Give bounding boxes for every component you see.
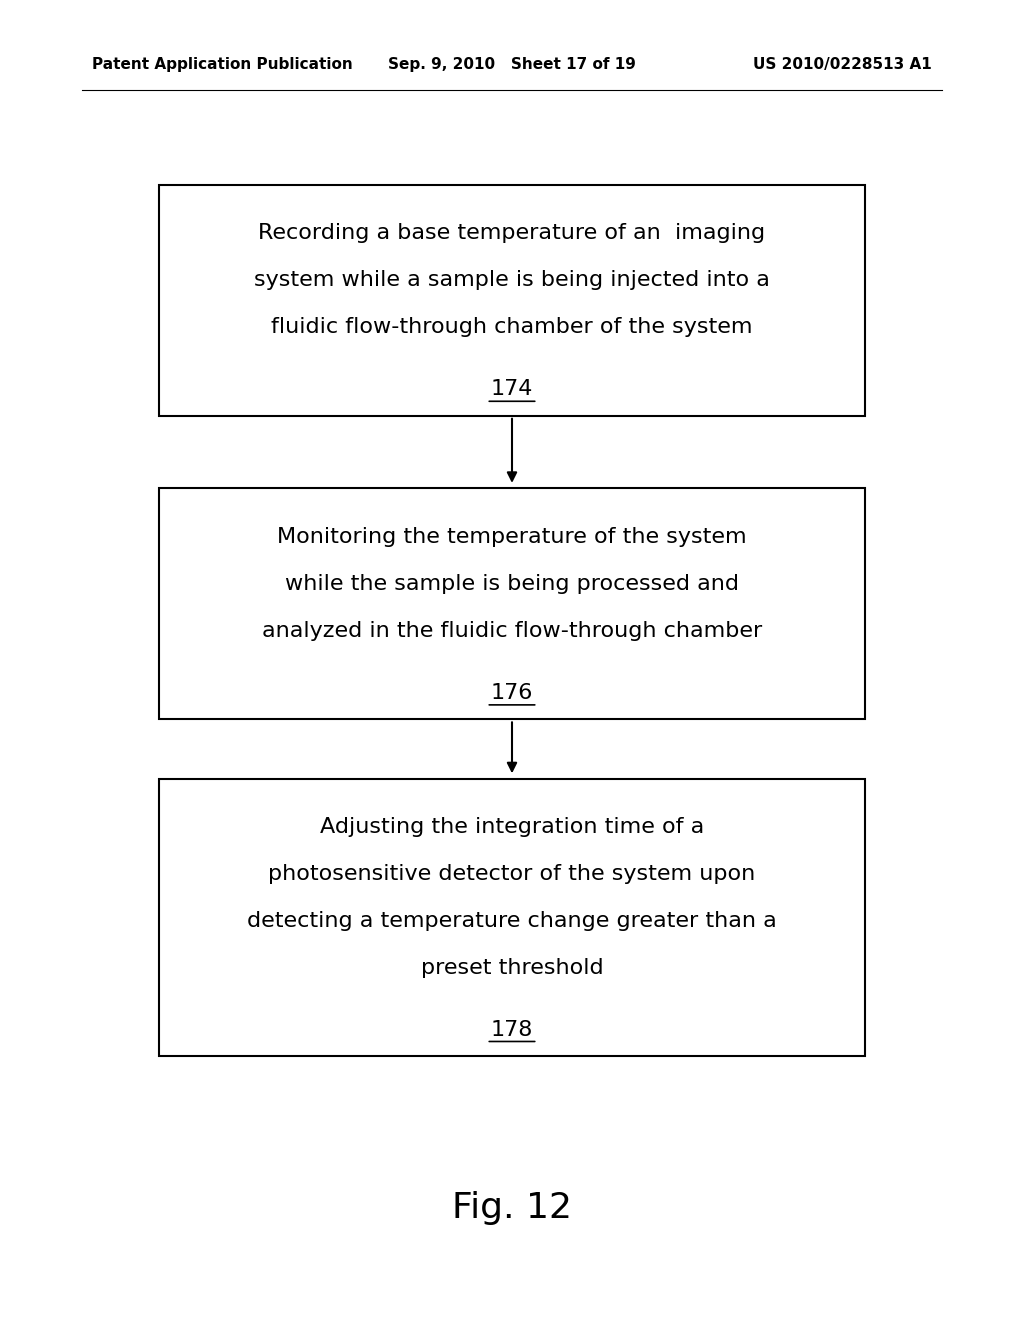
- Text: 176: 176: [490, 682, 534, 704]
- Text: Patent Application Publication: Patent Application Publication: [92, 57, 353, 71]
- Text: detecting a temperature change greater than a: detecting a temperature change greater t…: [247, 911, 777, 931]
- Text: photosensitive detector of the system upon: photosensitive detector of the system up…: [268, 863, 756, 884]
- Text: Adjusting the integration time of a: Adjusting the integration time of a: [319, 817, 705, 837]
- Text: Recording a base temperature of an  imaging: Recording a base temperature of an imagi…: [258, 223, 766, 243]
- Text: analyzed in the fluidic flow-through chamber: analyzed in the fluidic flow-through cha…: [262, 620, 762, 642]
- Text: Monitoring the temperature of the system: Monitoring the temperature of the system: [278, 527, 746, 546]
- Text: Sep. 9, 2010   Sheet 17 of 19: Sep. 9, 2010 Sheet 17 of 19: [388, 57, 636, 71]
- Text: 178: 178: [490, 1019, 534, 1040]
- Text: US 2010/0228513 A1: US 2010/0228513 A1: [753, 57, 932, 71]
- Text: while the sample is being processed and: while the sample is being processed and: [285, 574, 739, 594]
- FancyBboxPatch shape: [159, 779, 865, 1056]
- Text: preset threshold: preset threshold: [421, 958, 603, 978]
- Text: 174: 174: [490, 379, 534, 400]
- Text: Fig. 12: Fig. 12: [452, 1191, 572, 1225]
- Text: system while a sample is being injected into a: system while a sample is being injected …: [254, 271, 770, 290]
- FancyBboxPatch shape: [159, 185, 865, 416]
- FancyBboxPatch shape: [159, 488, 865, 719]
- Text: fluidic flow-through chamber of the system: fluidic flow-through chamber of the syst…: [271, 317, 753, 338]
